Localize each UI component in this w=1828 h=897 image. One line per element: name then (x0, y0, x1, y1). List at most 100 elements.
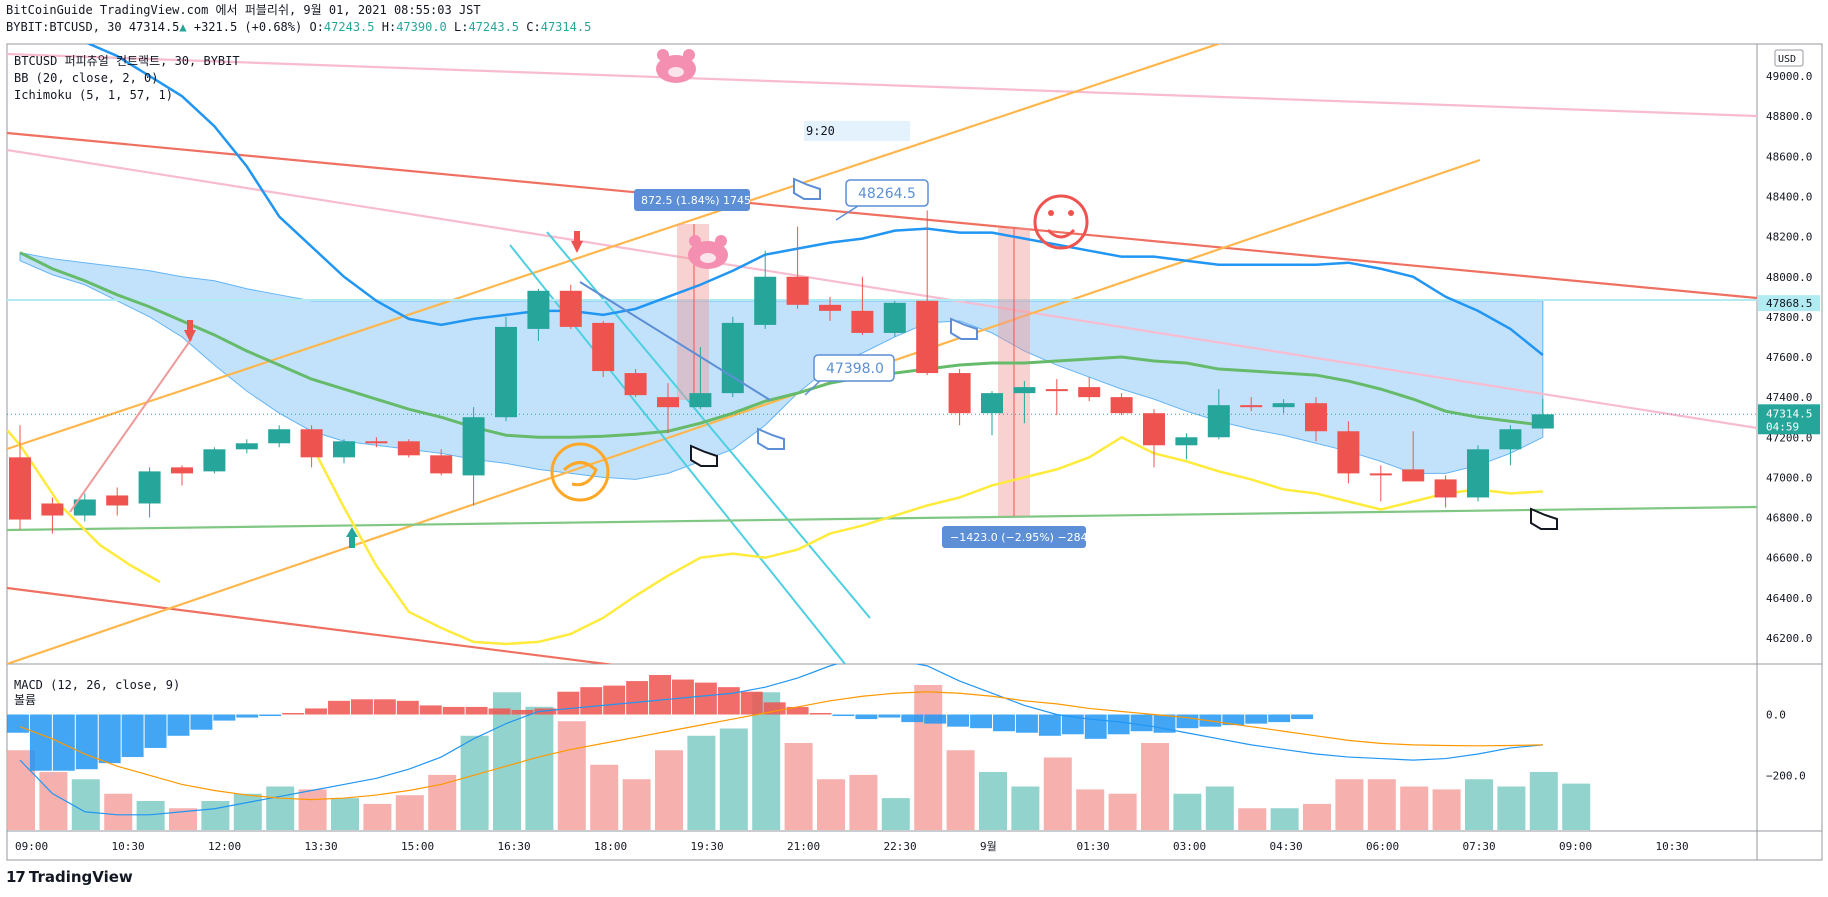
candle-body (300, 429, 323, 458)
candle-body (1402, 469, 1425, 482)
macd-histogram-bar (1084, 714, 1107, 739)
legend-volume[interactable]: 볼륨 (14, 693, 37, 707)
candle-body (1434, 479, 1457, 498)
macd-tick-label: −200.0 (1766, 769, 1806, 782)
tradingview-logo[interactable]: 17 TradingView (6, 868, 133, 886)
draw-arrow (579, 281, 771, 401)
legend-ichimoku[interactable]: Ichimoku (5, 1, 57, 1) (14, 88, 173, 102)
tradingview-brand: TradingView (28, 868, 133, 886)
time-tick-label: 03:00 (1173, 840, 1206, 853)
time-tick-label: 10:30 (1656, 840, 1689, 853)
time-tick-label: 16:30 (498, 840, 531, 853)
low-label: L: (454, 20, 469, 34)
price-tick-label: 47000.0 (1766, 471, 1812, 484)
open-label: O: (309, 20, 324, 34)
high-value: 47390.0 (396, 20, 447, 34)
up-triangle-icon: ▲ (179, 20, 187, 34)
macd-histogram-bar (282, 712, 305, 715)
legend-symbol[interactable]: BTCUSD 퍼피츄얼 컨트랙트, 30, BYBIT (14, 54, 240, 68)
candle-body (203, 449, 226, 472)
legend-bb[interactable]: BB (20, close, 2, 0) (14, 71, 159, 85)
pointing-hand-icon (757, 427, 785, 450)
candle-body (1467, 449, 1489, 498)
currency-badge (1774, 49, 1804, 67)
macd-histogram-bar (924, 714, 947, 724)
symbol-summary: BYBIT:BTCUSD, 30 47314.5 (6, 20, 180, 34)
candle-body (948, 373, 971, 414)
candle-body (1305, 403, 1327, 432)
candle-body (1175, 437, 1198, 446)
candle-body (397, 441, 420, 456)
bb-upper-line (86, 44, 1544, 356)
open-value: 47243.5 (323, 20, 375, 34)
sub-pane (7, 664, 1591, 830)
macd-histogram-bar (190, 714, 213, 730)
time-tick-label: 18:00 (594, 840, 627, 853)
time-tick-label: 09:00 (15, 840, 48, 853)
macd-histogram-bar (75, 714, 98, 770)
time-box (804, 121, 910, 141)
legend-macd[interactable]: MACD (12, 26, close, 9) (14, 678, 181, 692)
measure-up-label: 872.5 (1.84%) 1745 (641, 194, 751, 207)
candle-body (657, 397, 679, 408)
time-tick-label: 04:30 (1270, 840, 1303, 853)
bb-basis-line (19, 251, 1543, 439)
price-tick-label: 48000.0 (1766, 271, 1812, 284)
countdown-label: 04:59 (1766, 420, 1799, 433)
time-tick-label: 01:30 (1077, 840, 1110, 853)
time-tick-label: 19:30 (691, 840, 724, 853)
macd-histogram-bar (29, 714, 52, 771)
time-tick-label: 15:00 (401, 840, 434, 853)
candle-body (1499, 429, 1522, 450)
candle-body (73, 499, 96, 516)
price-tick-label: 46800.0 (1766, 512, 1812, 525)
volume-bar (817, 779, 845, 830)
time-tick-label: 21:00 (787, 840, 820, 853)
macd-histogram-bar (1061, 714, 1084, 735)
volume-bar (1400, 786, 1429, 830)
macd-histogram-bar (419, 705, 442, 715)
macd-histogram-bar (1038, 714, 1061, 736)
macd-histogram-bar (1015, 714, 1038, 733)
volume-bar (1108, 793, 1137, 830)
price-tick-label: 46200.0 (1766, 632, 1812, 645)
candle-body (1531, 414, 1554, 429)
price-tick-label: 48400.0 (1766, 190, 1812, 203)
measure-down-label-bg (942, 526, 1086, 548)
high-label: H: (381, 20, 397, 34)
volume-bar (1335, 779, 1364, 830)
volume-bar (979, 772, 1007, 830)
time-tick-label: 22:30 (884, 840, 917, 853)
pig-ear-icon (657, 49, 669, 61)
volume-bar (395, 795, 424, 830)
volume-bar (1497, 786, 1526, 830)
macd-histogram-bar (603, 685, 626, 715)
candle-body (1369, 473, 1392, 476)
macd-histogram-bar (740, 691, 763, 715)
candle-body (138, 471, 161, 504)
level-price-label: 47868.5 (1766, 297, 1812, 310)
candle-body (1240, 405, 1263, 408)
macd-histogram-bar (694, 682, 717, 715)
candle-body (819, 304, 841, 311)
macd-histogram-bar (328, 700, 350, 715)
candle-body (495, 326, 517, 418)
volume-bar (136, 801, 165, 830)
price-tick-label: 48600.0 (1766, 150, 1812, 163)
price-tick-label: 47400.0 (1766, 391, 1812, 404)
volume-bar (946, 750, 975, 830)
volume-bar (1367, 779, 1396, 830)
time-tick-label: 12:00 (208, 840, 241, 853)
macd-histogram-bar (993, 714, 1015, 732)
currency-badge-label: USD (1778, 54, 1796, 65)
time-tick-label: 10:30 (112, 840, 145, 853)
candle-body (1337, 431, 1360, 474)
time-tick-label: 9월 (980, 840, 997, 853)
pig-ear-icon (689, 235, 701, 247)
close-label: C: (526, 20, 541, 34)
candle-body (1143, 413, 1165, 446)
trend-line (7, 131, 1757, 300)
macd-histogram-bar (626, 681, 649, 715)
down-arrow-stem (187, 320, 193, 332)
